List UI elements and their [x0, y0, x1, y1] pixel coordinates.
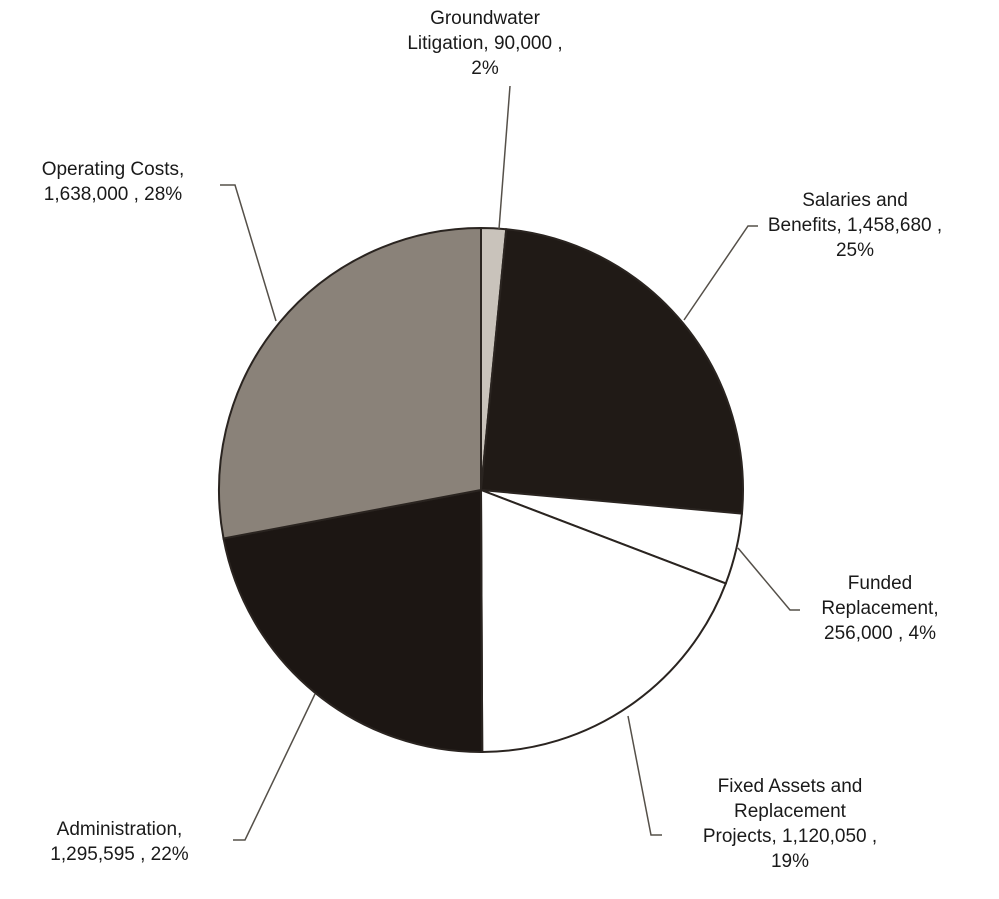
pie-slice-administration	[222, 488, 484, 754]
label-operating-costs: Operating Costs, 1,638,000 , 28%	[41, 159, 185, 205]
label-funded-replacement: Funded Replacement, 256,000 , 4%	[821, 573, 939, 644]
pie-slice-salaries-and-benefits	[479, 228, 744, 515]
label-fixed-assets-and-replacement-projects: Fixed Assets and Replacement Projects, 1…	[702, 776, 878, 872]
leader-line-fixed-assets-and-replacement-projects	[627, 715, 662, 836]
pie-slices	[218, 226, 744, 754]
label-groundwater-litigation: Groundwater Litigation, 90,000 , 2%	[407, 8, 563, 79]
leader-line-groundwater-litigation	[498, 85, 511, 230]
pie-slice-fixed-assets-and-replacement-projects	[479, 488, 728, 754]
label-salaries-and-benefits: Salaries and Benefits, 1,458,680 , 25%	[767, 190, 943, 261]
leader-line-administration	[233, 693, 316, 841]
leader-line-operating-costs	[220, 184, 277, 322]
leader-lines	[220, 85, 800, 841]
label-administration: Administration, 1,295,595 , 22%	[50, 819, 189, 865]
leader-line-funded-replacement	[737, 547, 800, 611]
pie-slice-operating-costs	[218, 226, 482, 540]
leader-line-salaries-and-benefits	[683, 225, 758, 321]
